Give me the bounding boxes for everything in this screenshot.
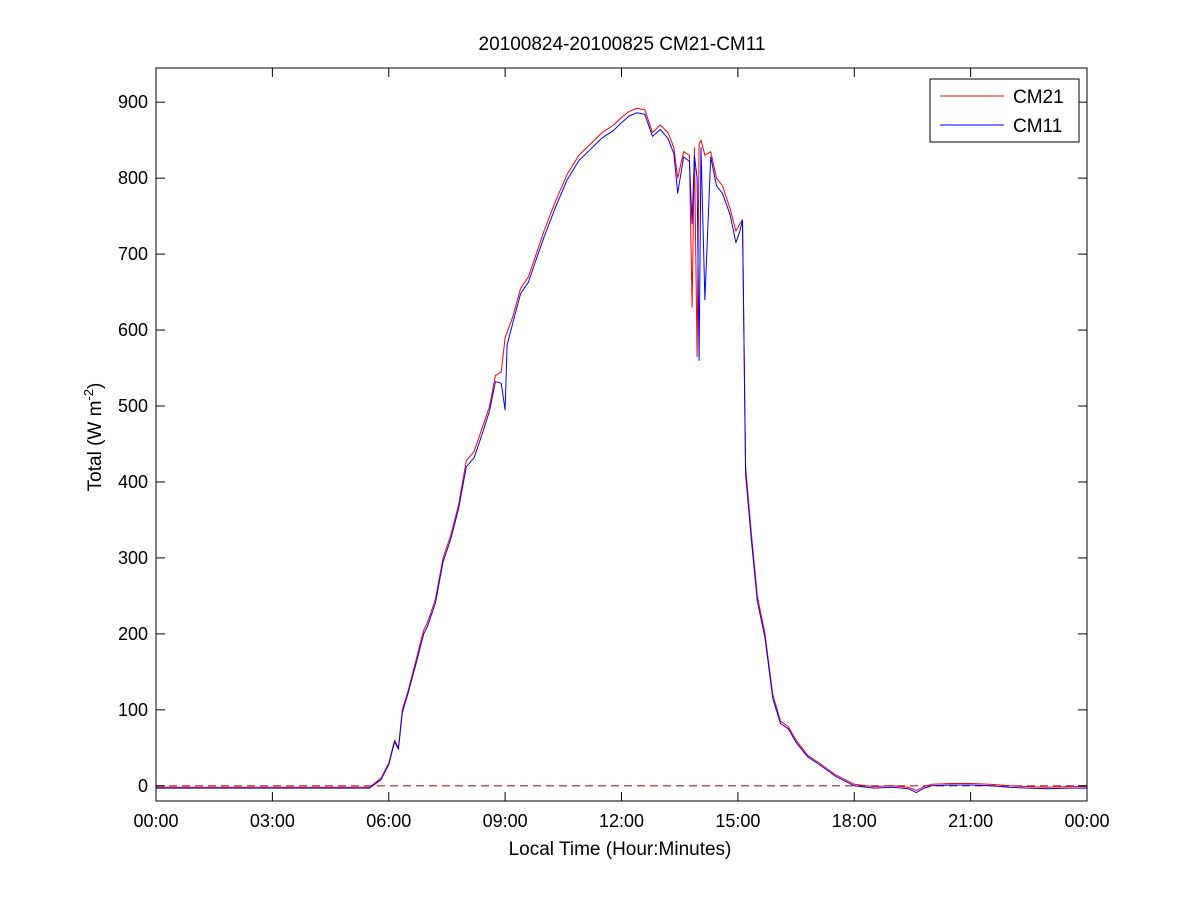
x-tick-label: 18:00 [832, 811, 877, 831]
x-tick-label: 00:00 [1064, 811, 1109, 831]
x-tick-label: 12:00 [599, 811, 644, 831]
y-tick-label: 500 [118, 396, 148, 416]
legend: CM21 CM11 [929, 78, 1080, 143]
chart-title: 20100824-20100825 CM21-CM11 [479, 34, 766, 55]
y-tick-label: 100 [118, 700, 148, 720]
x-axis-ticks: 00:00 03:00 06:00 09:00 12:00 15:00 18:00 21:00… [133, 68, 1110, 831]
legend-label-cm11: CM11 [1013, 116, 1062, 137]
series-layer [156, 107, 1087, 794]
series-line-cm11 [156, 112, 1087, 794]
y-tick-label: 900 [118, 92, 148, 112]
plot-area: 00:00 03:00 06:00 09:00 12:00 15:00 18:00 21:00… [118, 67, 1110, 831]
x-tick-label: 15:00 [715, 811, 760, 831]
y-axis-ticks: 0 100 200 300 400 500 600 700 800 900 [118, 92, 1087, 796]
y-tick-label: 700 [118, 244, 148, 264]
x-tick-label: 21:00 [948, 811, 993, 831]
x-tick-label: 03:00 [250, 811, 295, 831]
y-axis-title-suffix: ) [85, 383, 106, 389]
x-tick-label: 06:00 [366, 811, 411, 831]
x-tick-label: 09:00 [483, 811, 528, 831]
y-tick-label: 800 [118, 168, 148, 188]
legend-box [929, 78, 1080, 143]
y-tick-label: 400 [118, 472, 148, 492]
y-tick-label: 300 [118, 548, 148, 568]
y-axis-title: Total (W m-2) [81, 383, 106, 492]
legend-label-cm21: CM21 [1013, 87, 1064, 108]
plot-background [156, 68, 1087, 801]
series-line-cm21 [156, 107, 1087, 791]
y-axis-title-exponent: -2 [81, 389, 96, 401]
y-axis-title-prefix: Total (W m [85, 401, 106, 492]
x-axis-title: Local Time (Hour:Minutes) [509, 839, 732, 860]
y-tick-label: 200 [118, 624, 148, 644]
y-tick-label: 0 [138, 776, 148, 796]
x-tick-label: 00:00 [133, 811, 178, 831]
y-tick-label: 600 [118, 320, 148, 340]
